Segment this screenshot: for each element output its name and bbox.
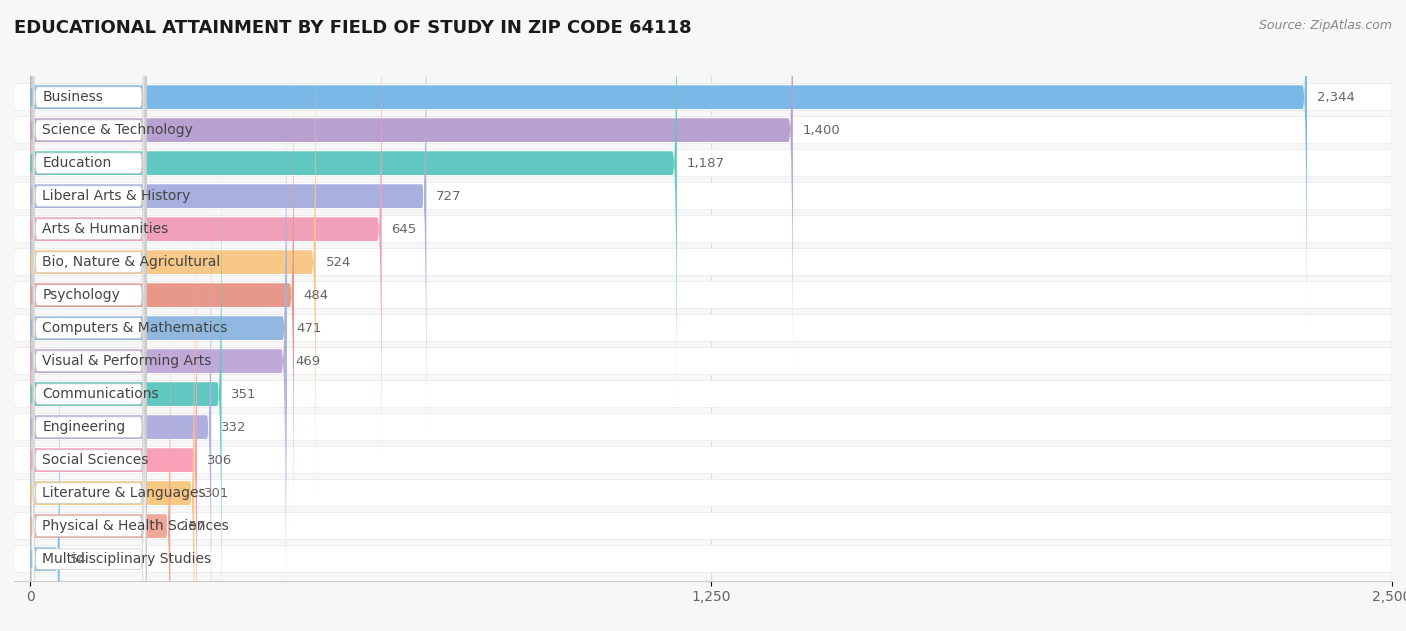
Text: 645: 645 [391, 223, 416, 235]
FancyBboxPatch shape [31, 0, 146, 549]
FancyBboxPatch shape [31, 0, 146, 450]
FancyBboxPatch shape [31, 208, 197, 631]
Text: Business: Business [42, 90, 103, 104]
FancyBboxPatch shape [14, 348, 1392, 375]
Text: 301: 301 [204, 487, 229, 500]
FancyBboxPatch shape [14, 380, 1392, 408]
Text: 257: 257 [180, 519, 205, 533]
FancyBboxPatch shape [14, 117, 1392, 144]
FancyBboxPatch shape [31, 0, 146, 516]
FancyBboxPatch shape [31, 142, 222, 631]
FancyBboxPatch shape [31, 0, 793, 382]
FancyBboxPatch shape [31, 76, 287, 580]
FancyBboxPatch shape [31, 0, 146, 615]
FancyBboxPatch shape [14, 182, 1392, 209]
FancyBboxPatch shape [14, 249, 1392, 276]
FancyBboxPatch shape [31, 0, 146, 483]
FancyBboxPatch shape [14, 281, 1392, 309]
FancyBboxPatch shape [31, 0, 676, 415]
Text: Science & Technology: Science & Technology [42, 123, 193, 137]
Text: Engineering: Engineering [42, 420, 125, 434]
Text: Psychology: Psychology [42, 288, 121, 302]
Text: 54: 54 [70, 553, 87, 565]
FancyBboxPatch shape [31, 0, 426, 448]
FancyBboxPatch shape [14, 150, 1392, 177]
Text: Physical & Health Sciences: Physical & Health Sciences [42, 519, 229, 533]
Text: 332: 332 [221, 421, 246, 433]
Text: Visual & Performing Arts: Visual & Performing Arts [42, 354, 212, 368]
Text: Multidisciplinary Studies: Multidisciplinary Studies [42, 552, 211, 566]
FancyBboxPatch shape [31, 140, 146, 631]
Text: 469: 469 [295, 355, 321, 368]
FancyBboxPatch shape [31, 0, 1308, 349]
FancyBboxPatch shape [31, 175, 211, 631]
FancyBboxPatch shape [31, 8, 146, 631]
Text: 351: 351 [232, 387, 257, 401]
FancyBboxPatch shape [31, 0, 146, 417]
Text: EDUCATIONAL ATTAINMENT BY FIELD OF STUDY IN ZIP CODE 64118: EDUCATIONAL ATTAINMENT BY FIELD OF STUDY… [14, 19, 692, 37]
Text: 2,344: 2,344 [1317, 91, 1354, 103]
Text: Source: ZipAtlas.com: Source: ZipAtlas.com [1258, 19, 1392, 32]
FancyBboxPatch shape [31, 274, 170, 631]
FancyBboxPatch shape [14, 315, 1392, 341]
Text: Bio, Nature & Agricultural: Bio, Nature & Agricultural [42, 255, 221, 269]
Text: Liberal Arts & History: Liberal Arts & History [42, 189, 191, 203]
Text: 1,187: 1,187 [686, 156, 724, 170]
Text: 524: 524 [326, 256, 352, 269]
FancyBboxPatch shape [14, 216, 1392, 243]
FancyBboxPatch shape [31, 241, 194, 631]
Text: Arts & Humanities: Arts & Humanities [42, 222, 169, 236]
FancyBboxPatch shape [31, 109, 285, 613]
FancyBboxPatch shape [14, 413, 1392, 440]
FancyBboxPatch shape [31, 239, 146, 631]
Text: Education: Education [42, 156, 111, 170]
Text: Communications: Communications [42, 387, 159, 401]
FancyBboxPatch shape [14, 84, 1392, 110]
Text: 727: 727 [436, 190, 461, 203]
FancyBboxPatch shape [14, 480, 1392, 507]
FancyBboxPatch shape [14, 546, 1392, 572]
FancyBboxPatch shape [31, 0, 146, 582]
FancyBboxPatch shape [31, 42, 146, 631]
FancyBboxPatch shape [31, 107, 146, 631]
FancyBboxPatch shape [31, 10, 316, 514]
FancyBboxPatch shape [14, 512, 1392, 540]
Text: 306: 306 [207, 454, 232, 466]
FancyBboxPatch shape [31, 0, 381, 481]
FancyBboxPatch shape [31, 206, 146, 631]
FancyBboxPatch shape [14, 447, 1392, 474]
FancyBboxPatch shape [31, 174, 146, 631]
Text: 484: 484 [304, 288, 329, 302]
Text: 471: 471 [297, 322, 322, 334]
Text: Literature & Languages: Literature & Languages [42, 486, 207, 500]
Text: Social Sciences: Social Sciences [42, 453, 149, 467]
FancyBboxPatch shape [31, 74, 146, 631]
FancyBboxPatch shape [31, 43, 294, 547]
FancyBboxPatch shape [31, 307, 60, 631]
Text: Computers & Mathematics: Computers & Mathematics [42, 321, 228, 335]
Text: 1,400: 1,400 [803, 124, 841, 137]
